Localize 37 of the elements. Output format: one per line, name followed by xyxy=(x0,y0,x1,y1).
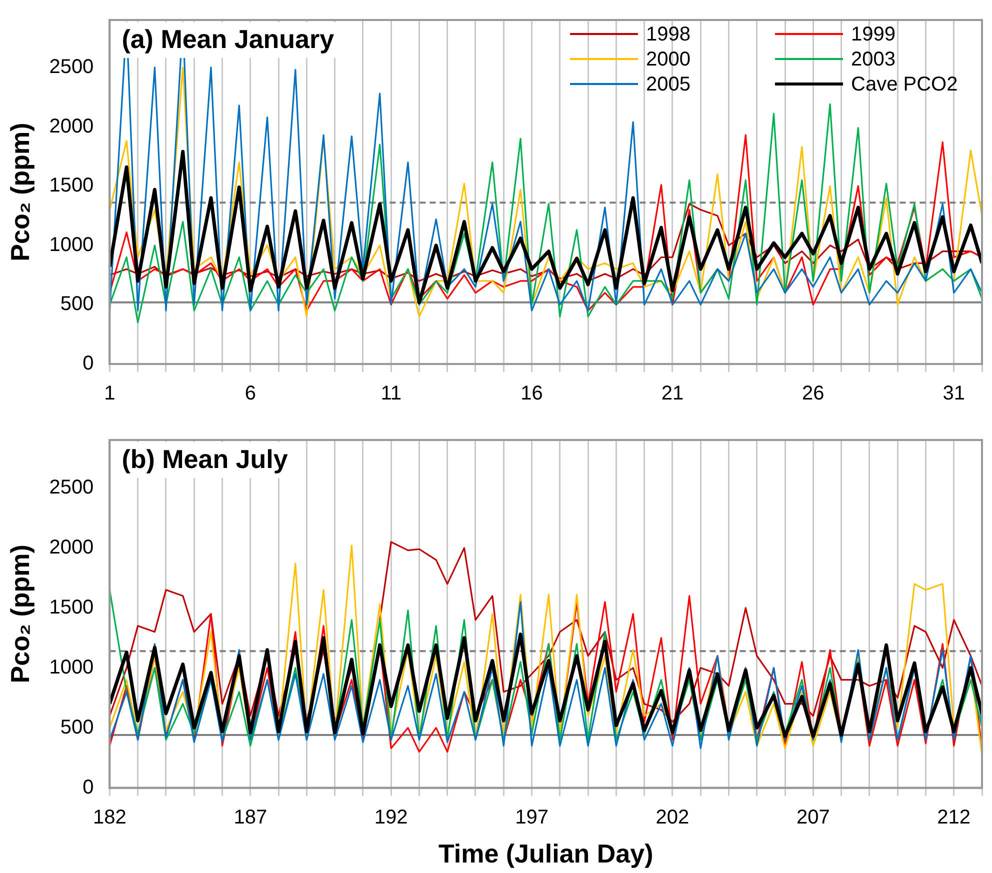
y-tick-label: 1000 xyxy=(49,656,94,678)
x-tick-label: 182 xyxy=(93,806,126,828)
x-tick-label: 16 xyxy=(520,382,543,405)
y-tick-label: 1500 xyxy=(49,174,94,197)
x-tick-label: 26 xyxy=(802,382,824,405)
y-axis-title: Pco₂ (ppm) xyxy=(4,544,35,684)
x-tick-label: 21 xyxy=(661,382,684,405)
y-tick-label: 0 xyxy=(82,776,94,798)
y-tick-label: 1000 xyxy=(49,234,94,256)
legend-label: 2005 xyxy=(646,74,690,96)
y-tick-label: 500 xyxy=(60,716,94,738)
x-tick-label: 207 xyxy=(796,806,830,828)
y-tick-label: 2500 xyxy=(49,56,94,78)
y-tick-label: 500 xyxy=(60,293,94,316)
legend-label: Cave PCO2 xyxy=(851,74,958,96)
legend-label: 1998 xyxy=(646,24,690,46)
x-tick-label: 1 xyxy=(104,382,116,405)
x-tick-label: 6 xyxy=(244,382,256,405)
chart-title: (a) Mean January xyxy=(122,24,335,54)
chart-title: (b) Mean July xyxy=(122,444,288,474)
x-tick-label: 202 xyxy=(656,806,690,828)
x-tick-label: 11 xyxy=(380,382,402,405)
y-tick-label: 2500 xyxy=(49,476,94,498)
y-tick-label: 2000 xyxy=(49,115,94,138)
x-tick-label: 31 xyxy=(942,382,965,405)
x-tick-label: 187 xyxy=(234,806,268,828)
legend-label: 1999 xyxy=(851,24,896,46)
y-tick-label: 1500 xyxy=(49,596,94,618)
y-tick-label: 0 xyxy=(82,352,94,375)
y-axis-title: Pco₂ (ppm) xyxy=(4,122,35,262)
legend-label: 2003 xyxy=(851,48,896,71)
x-axis-title: Time (Julian Day) xyxy=(438,838,654,869)
x-tick-label: 212 xyxy=(937,806,971,828)
x-tick-label: 197 xyxy=(515,806,548,828)
legend-label: 2000 xyxy=(646,48,690,71)
x-tick-label: 192 xyxy=(374,806,408,828)
y-tick-label: 2000 xyxy=(49,536,94,558)
